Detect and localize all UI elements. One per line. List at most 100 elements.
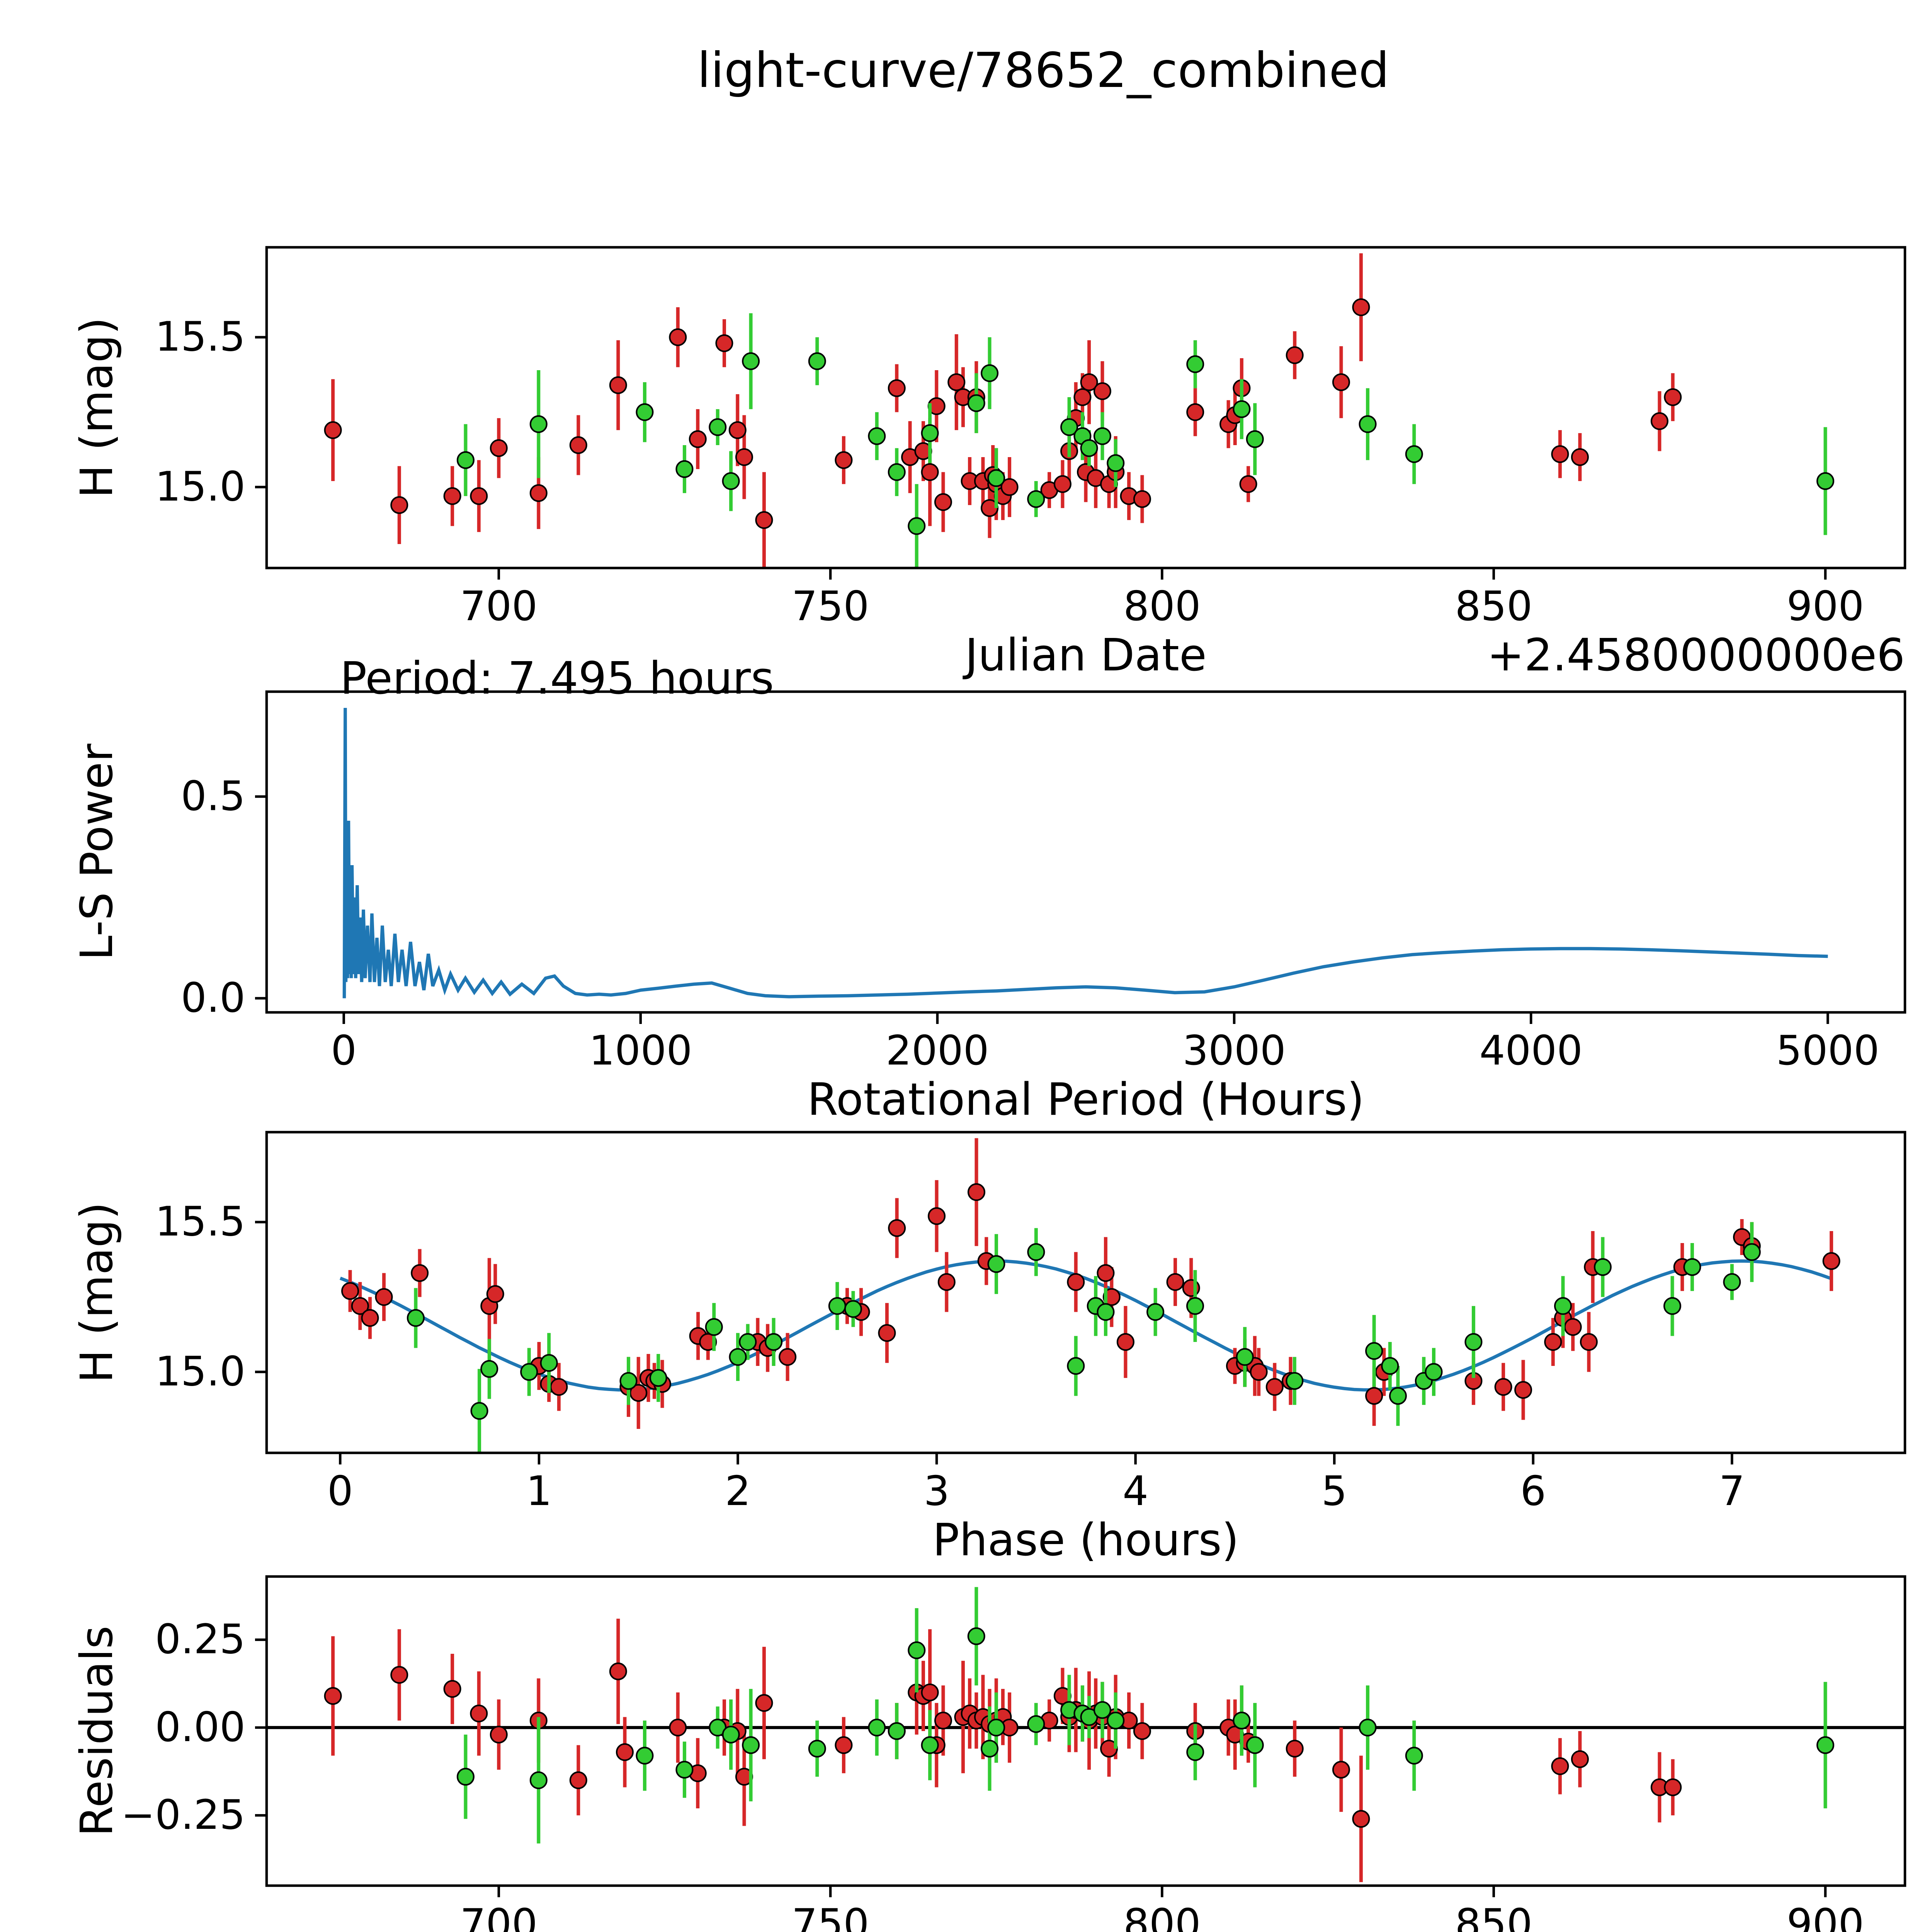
data-point [529,484,548,502]
x-tick-label: 900 [1787,1900,1864,1932]
y-axis-label: Residuals [71,1626,123,1837]
phased-series-red [341,1138,1840,1429]
data-point [443,487,461,505]
data-point [341,1282,359,1300]
period-annotation: Period: 7.495 hours [340,653,774,704]
data-point [828,1297,846,1315]
data-point [1359,415,1377,433]
data-point [1053,475,1071,493]
data-point [669,1718,687,1736]
residuals-series-green [456,1587,1835,1844]
data-point [742,1736,760,1754]
data-point [878,1324,896,1342]
data-point [609,1662,627,1680]
data-point [1246,1736,1264,1754]
y-tick-label: 15.5 [155,1198,245,1245]
y-axis-label: L-S Power [71,743,123,961]
data-point [1405,1747,1423,1765]
x-tick-label: 3000 [1182,1027,1286,1074]
y-tick-label: 0.00 [155,1704,245,1751]
data-point [808,352,826,370]
data-point [1723,1273,1741,1291]
data-point [1822,1252,1840,1270]
data-point [1133,1722,1151,1740]
x-tick-label: 1 [526,1468,552,1515]
lightcurve-series-green [456,313,1835,568]
data-point [715,334,733,352]
x-tick-label: 5000 [1776,1027,1879,1074]
data-point [1236,1348,1254,1366]
x-axis-label: Julian Date [963,629,1206,681]
y-tick-label: 0.0 [181,974,245,1021]
data-point [1571,1750,1589,1768]
data-point [569,1771,587,1789]
data-point [1352,1810,1370,1828]
data-point [921,463,939,481]
data-point [324,1687,342,1705]
data-point [1097,1303,1115,1321]
data-point [1233,400,1251,418]
axes-frame [265,246,1906,570]
data-point [406,1309,425,1327]
data-point [1233,1711,1251,1730]
data-point [1286,346,1304,364]
data-point [844,1300,862,1318]
data-point [1381,1357,1399,1375]
data-point [540,1354,558,1372]
data-point [361,1309,379,1327]
data-point [742,352,760,370]
y-axis-label: H (mag) [71,1202,123,1383]
phased-series-green [406,1222,1761,1453]
data-point [967,1183,985,1201]
data-point [835,1736,853,1754]
data-point [1067,1357,1085,1375]
x-tick-label: 2 [725,1468,751,1515]
data-point [1580,1333,1598,1351]
data-point [1060,418,1078,436]
power-spectrum-line [342,707,1828,998]
data-point [1250,1363,1268,1381]
data-point [443,1680,461,1698]
phased-panel: 0 1 2 3 4 5 6 7 15.0 15.5 Phase (hours) H (mag) [71,1131,1906,1566]
data-point [1650,412,1668,430]
data-point [550,1378,568,1396]
data-point [1389,1387,1407,1405]
data-point [1093,427,1111,445]
data-point [729,1348,747,1366]
data-point [675,460,694,478]
lightcurve-series-red [324,253,1682,568]
data-point [490,1726,508,1744]
x-tick-label: 7 [1719,1468,1745,1515]
data-point [1107,1711,1125,1730]
data-point [1683,1258,1701,1276]
data-point [1359,1718,1377,1736]
data-point [1571,448,1589,466]
data-point [1265,1378,1284,1396]
data-point [609,376,627,394]
data-point [1246,430,1264,448]
data-point [1097,1264,1115,1282]
data-point [755,511,773,529]
axes-frame [265,690,1906,1014]
data-point [1107,454,1125,472]
data-point [619,1372,638,1390]
data-point [520,1363,538,1381]
data-point [529,415,548,433]
data-point [755,1694,773,1712]
data-point [728,421,747,439]
x-tick-label: 0 [327,1468,353,1515]
data-point [808,1740,826,1758]
x-tick-label: 700 [460,583,537,630]
y-axis-label: H (mag) [71,317,123,498]
data-point [987,1718,1005,1736]
x-tick-label: 900 [1787,583,1864,630]
x-tick-label: 800 [1123,583,1201,630]
data-point [636,1747,654,1765]
x-axis-label: Rotational Period (Hours) [807,1074,1364,1126]
data-point [868,427,886,445]
data-point [1816,472,1835,490]
y-tick-label: 15.0 [155,1348,245,1395]
